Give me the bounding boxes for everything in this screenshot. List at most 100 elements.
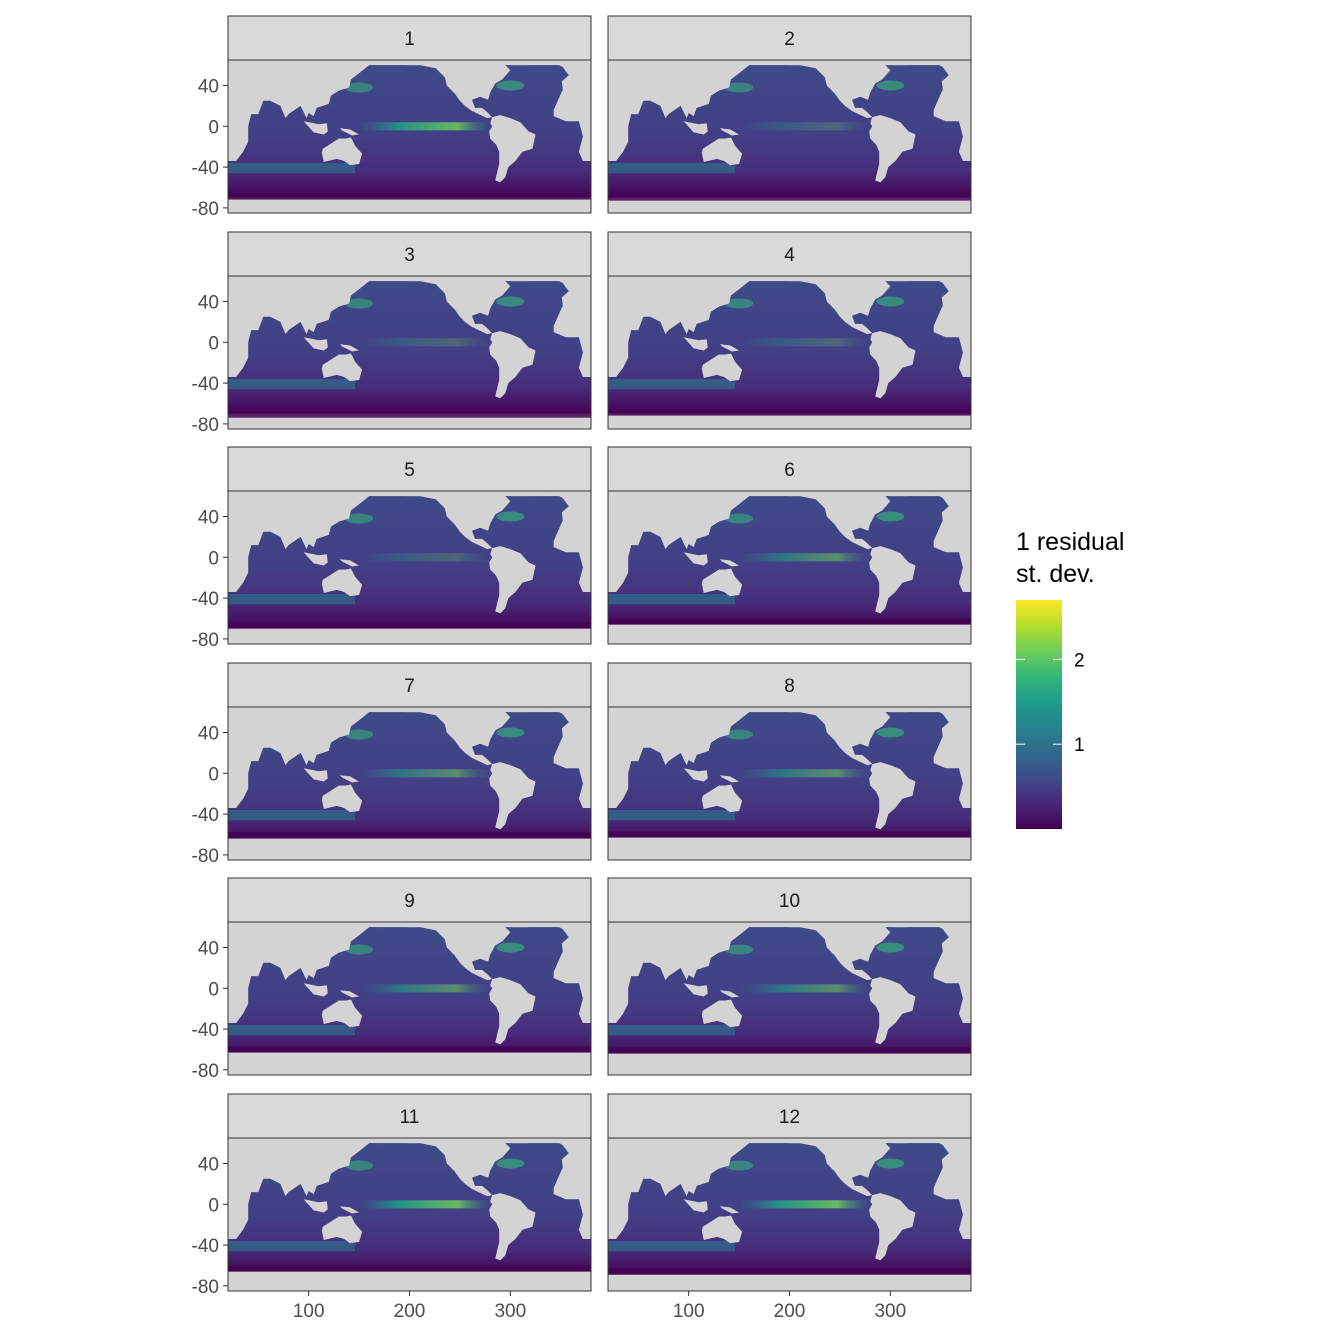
panel-border <box>607 706 972 861</box>
gulf-stream-patch <box>496 727 525 738</box>
land-mass <box>489 762 536 830</box>
southern-ocean-band <box>228 1241 356 1252</box>
land-mass <box>399 491 511 550</box>
land-mass <box>608 60 750 161</box>
facet-strip-label: 7 <box>404 676 415 697</box>
y-tick-label: -40 <box>192 374 219 395</box>
antarctica <box>228 1271 591 1291</box>
sea-ice-margin <box>608 831 971 838</box>
x-tick-label: 200 <box>394 1301 426 1322</box>
sea-ice-margin <box>608 194 971 201</box>
equatorial-band <box>739 984 871 993</box>
panel-5: 5 40 0 -40 -80 <box>192 446 592 651</box>
land-mass <box>489 331 536 399</box>
facet-strip <box>227 662 592 708</box>
kuroshio-patch <box>345 729 374 740</box>
land-mass <box>399 922 511 981</box>
land-mass <box>701 568 743 597</box>
legend-tick-label: 1 <box>1074 735 1085 756</box>
land-mass <box>701 999 743 1028</box>
sea-ice-margin <box>228 193 591 200</box>
southern-ocean-band <box>608 1025 736 1036</box>
facet-strip <box>607 1093 972 1139</box>
land-mass <box>339 990 360 998</box>
land-mass <box>321 353 363 382</box>
panel-border <box>227 921 592 1076</box>
panel-border <box>227 706 592 861</box>
land-mass <box>683 768 708 782</box>
land-mass <box>228 1138 370 1239</box>
antarctica <box>228 199 591 213</box>
land-mass <box>545 276 591 377</box>
land-mass <box>399 60 511 119</box>
land-mass <box>321 784 363 813</box>
southern-ocean-band <box>228 810 356 821</box>
land-mass <box>399 707 511 766</box>
panel-border <box>607 59 972 214</box>
antarctica <box>608 1274 971 1291</box>
land-mass <box>683 121 708 135</box>
land-mass <box>683 1199 708 1213</box>
x-tick-label: 300 <box>494 1301 526 1322</box>
y-tick-label: -80 <box>192 1061 219 1082</box>
panel-11: 11 40 0 -40 -80 100 200 300 <box>192 1093 592 1322</box>
y-tick-label: 0 <box>208 548 219 569</box>
antarctica <box>608 415 971 429</box>
kuroshio-patch <box>725 1160 754 1171</box>
y-tick-label: 40 <box>198 724 219 745</box>
sea-ice-margin <box>228 411 591 418</box>
land-mass <box>719 559 740 567</box>
land-mass <box>701 1215 743 1244</box>
land-mass <box>925 491 971 592</box>
y-tick-label: -80 <box>192 630 219 651</box>
land-mass <box>608 491 750 592</box>
panel-7: 7 40 0 -40 -80 <box>192 662 592 867</box>
land-mass <box>339 1206 360 1214</box>
land-mass <box>303 552 328 566</box>
kuroshio-patch <box>725 298 754 309</box>
facet-strip <box>607 877 972 923</box>
land-mass <box>489 1193 536 1261</box>
equatorial-band <box>739 553 871 562</box>
gulf-stream-patch <box>876 727 905 738</box>
land-mass <box>303 983 328 997</box>
land-mass <box>890 1138 921 1144</box>
land-mass <box>339 344 360 352</box>
southern-ocean-band <box>228 1025 356 1036</box>
land-mass <box>683 552 708 566</box>
antarctica <box>608 1053 971 1075</box>
land-mass <box>303 121 328 135</box>
land-mass <box>779 491 891 550</box>
facet-strip <box>227 446 592 492</box>
land-mass <box>719 990 740 998</box>
y-tick-label: -80 <box>192 846 219 867</box>
gulf-stream-patch <box>496 1158 525 1169</box>
equatorial-band <box>359 769 491 778</box>
gulf-stream-patch <box>496 511 525 522</box>
land-mass <box>228 707 370 808</box>
land-mass <box>869 115 916 183</box>
panel-border <box>227 490 592 645</box>
facet-strip-label: 10 <box>779 891 800 912</box>
panel-3: 3 40 0 -40 -80 <box>192 231 592 436</box>
facet-strip <box>607 231 972 277</box>
antarctica <box>608 624 971 644</box>
panel-4: 4 <box>607 231 972 430</box>
land-mass <box>869 1193 916 1261</box>
land-mass <box>545 491 591 592</box>
y-tick-label: 0 <box>208 117 219 138</box>
land-mass <box>779 276 891 335</box>
land-mass <box>399 1138 511 1197</box>
land-mass <box>779 1138 891 1197</box>
gulf-stream-patch <box>876 942 905 953</box>
panel-border <box>227 59 592 214</box>
y-tick-label: -80 <box>192 199 219 220</box>
land-mass <box>719 1206 740 1214</box>
southern-ocean-band <box>608 163 736 174</box>
facet-strip-label: 12 <box>779 1107 800 1128</box>
southern-ocean-band <box>228 379 356 390</box>
land-mass <box>779 922 891 981</box>
y-tick-label: -80 <box>192 1277 219 1298</box>
y-tick-label: -40 <box>192 1020 219 1041</box>
